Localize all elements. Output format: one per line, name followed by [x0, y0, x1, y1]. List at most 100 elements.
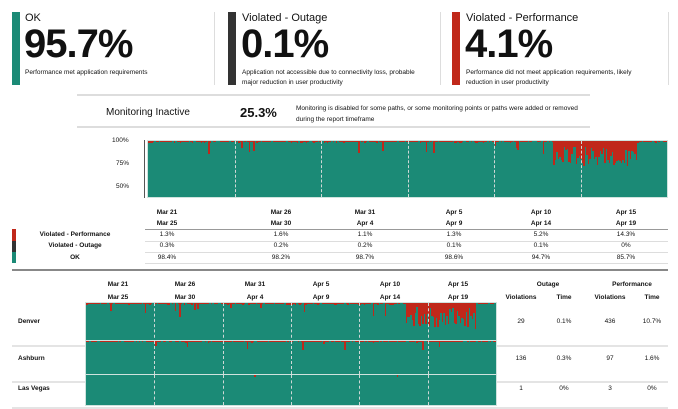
performance-violation-mark	[601, 141, 603, 154]
performance-violation-mark	[158, 341, 160, 343]
performance-violation-mark	[631, 141, 633, 152]
performance-violation-mark	[410, 141, 412, 143]
performance-violation-mark	[409, 141, 411, 142]
period-divider	[428, 341, 429, 379]
performance-violation-mark	[610, 141, 612, 157]
performance-violation-mark	[376, 141, 378, 143]
performance-violation-mark	[258, 303, 260, 305]
performance-violation-mark	[330, 341, 332, 343]
performance-violation-mark	[401, 141, 403, 142]
performance-violation-mark	[629, 141, 631, 160]
performance-violation-mark	[248, 141, 250, 153]
ok-value: 98.4%	[157, 254, 177, 261]
performance-violation-mark	[458, 341, 460, 343]
period-divider	[291, 303, 292, 343]
performance-violation-mark	[416, 341, 418, 343]
performance-violation-mark	[361, 141, 363, 142]
performance-violation-mark	[92, 341, 94, 342]
performance-violation-mark	[186, 341, 188, 347]
performance-violation-mark	[625, 141, 627, 151]
performance-violation-mark	[230, 303, 232, 308]
period-divider	[408, 141, 409, 197]
performance-violation-mark	[203, 303, 205, 304]
performance-violation-mark	[474, 341, 476, 343]
ok-value: 98.6%	[444, 254, 464, 261]
site-period-end: Apr 9	[312, 294, 330, 301]
performance-violation-mark	[347, 303, 349, 305]
outage-value: 0.1%	[241, 22, 329, 66]
site-period-end: Apr 19	[447, 294, 469, 301]
performance-violation-mark	[326, 341, 328, 343]
period-divider	[235, 141, 236, 197]
performance-violation-mark	[473, 303, 475, 314]
site-period-end: Mar 25	[107, 294, 129, 301]
performance-violation-mark	[288, 303, 290, 305]
site-timeline-denver[interactable]	[85, 302, 497, 344]
performance-violation-mark	[432, 303, 434, 317]
performance-violation-mark	[187, 141, 189, 142]
performance-violation-mark	[620, 141, 622, 164]
performance-violation-mark	[182, 341, 184, 343]
performance-violation-mark	[462, 303, 464, 319]
outage-time: 0.3%	[556, 355, 572, 362]
performance-violation-mark	[336, 341, 338, 342]
performance-violation-mark	[483, 341, 485, 342]
performance-violation-mark	[340, 141, 342, 142]
performance-violation-mark	[287, 303, 289, 305]
performance-violation-mark	[593, 141, 595, 159]
performance-violation-mark	[311, 341, 313, 342]
performance-violation-mark	[468, 303, 470, 309]
performance-violation-mark	[592, 141, 594, 152]
performance-violation-mark	[595, 141, 597, 157]
performance-violation-mark	[422, 341, 424, 350]
performance-violation-mark	[99, 341, 101, 342]
performance-violation-mark	[260, 303, 262, 309]
performance-violation-mark	[270, 303, 272, 305]
period-divider	[428, 375, 429, 405]
performance-violation-mark	[553, 141, 555, 165]
period-divider	[291, 375, 292, 405]
performance-violation-mark	[152, 341, 154, 343]
performance-violation-mark	[251, 341, 253, 343]
performance-violation-mark	[290, 303, 292, 306]
site-timeline-las-vegas[interactable]	[85, 374, 497, 406]
performance-violation-mark	[583, 141, 585, 166]
performance-violation-mark	[444, 303, 446, 326]
performance-violation-mark	[375, 303, 377, 305]
performance-violation-mark	[369, 341, 371, 342]
performance-violation-mark	[471, 303, 473, 320]
performance-violation-mark	[254, 303, 256, 304]
period-divider	[428, 303, 429, 343]
period-start: Mar 21	[156, 209, 178, 216]
performance-violation-mark	[455, 141, 457, 143]
performance-violation-mark	[622, 141, 624, 161]
performance-violation-mark	[389, 341, 391, 343]
ok-value: 95.7%	[24, 22, 133, 66]
site-period-end: Apr 14	[379, 294, 401, 301]
performance-violation-mark	[580, 141, 582, 160]
performance-time: 10.7%	[642, 318, 662, 325]
performance-violation-mark	[617, 141, 619, 161]
inactive-label: Monitoring Inactive	[106, 107, 190, 118]
performance-violation-mark	[155, 341, 157, 346]
outage-label: Violated - Outage	[242, 12, 328, 24]
performance-desc: Performance did not meet application req…	[466, 69, 632, 86]
performance-violation-mark	[319, 141, 321, 143]
performance-violation-mark	[256, 141, 258, 143]
performance-violation-mark	[357, 303, 359, 306]
performance-violations-header: Violations	[594, 294, 626, 301]
status-timeline-chart[interactable]	[147, 140, 668, 198]
performance-violation-mark	[131, 341, 133, 343]
performance-violation-mark	[560, 141, 562, 160]
performance-violation-mark	[204, 303, 206, 304]
performance-violation-mark	[371, 341, 373, 343]
performance-violation-mark	[191, 141, 193, 144]
performance-violation-mark	[509, 141, 511, 144]
performance-violation-mark	[419, 303, 421, 327]
outage-desc: Application not accessible due to connec…	[242, 69, 415, 86]
performance-violation-mark	[323, 341, 325, 345]
site-period-start: Mar 21	[107, 281, 129, 288]
performance-violation-mark	[581, 141, 583, 164]
performance-violation-mark	[291, 303, 293, 305]
performance-violation-mark	[313, 141, 315, 143]
